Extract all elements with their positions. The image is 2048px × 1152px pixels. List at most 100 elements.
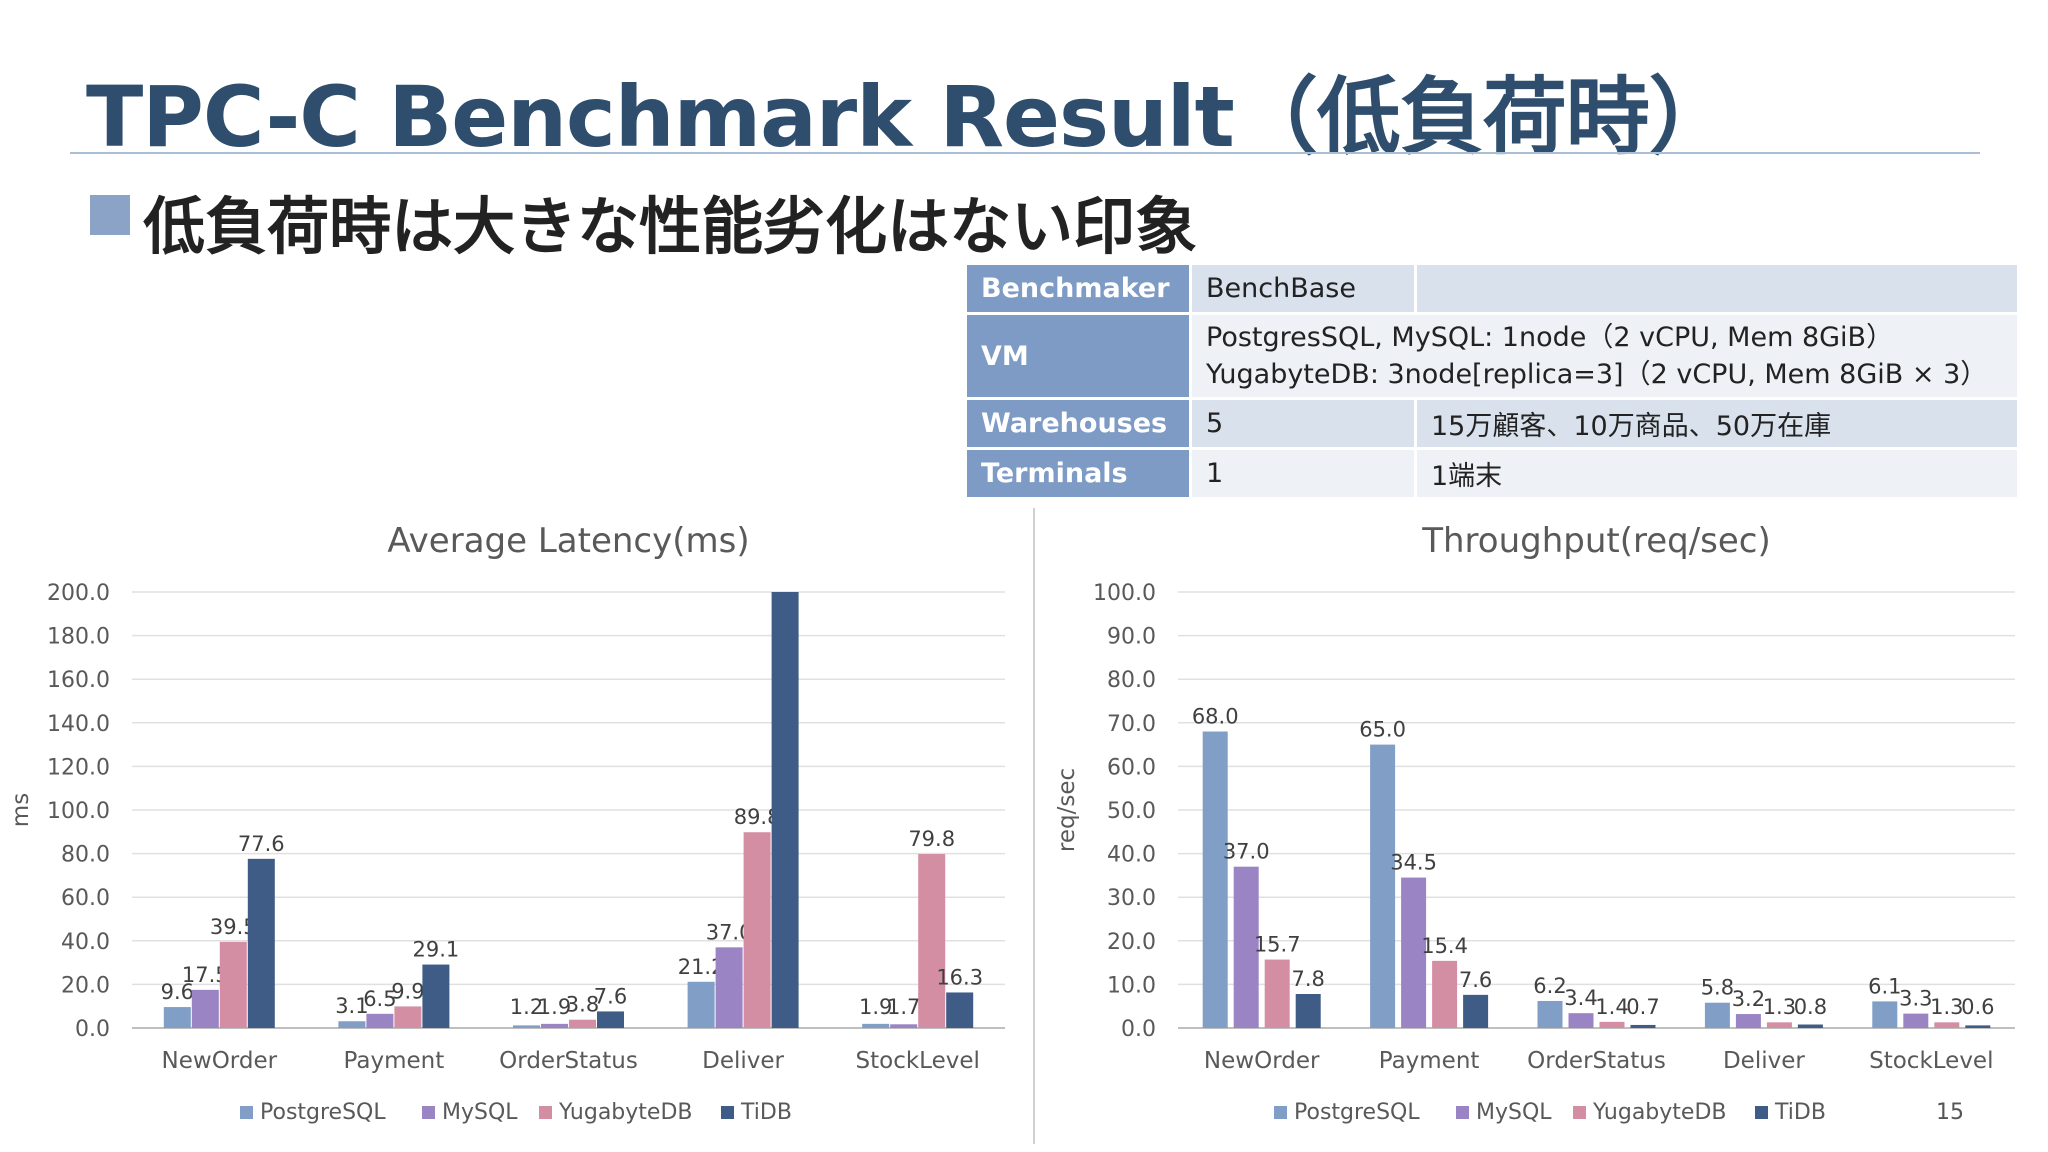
data-label: 1.2 <box>510 995 543 1019</box>
data-label: 1.3 <box>1763 995 1796 1019</box>
legend-label: MySQL <box>442 1100 518 1125</box>
x-tick-label: StockLevel <box>1869 1048 1993 1074</box>
bar <box>1463 994 1489 1028</box>
y-tick-label: 40.0 <box>61 930 110 955</box>
legend-label: TiDB <box>740 1100 792 1125</box>
data-label: 7.6 <box>1459 968 1492 992</box>
bar <box>191 989 219 1028</box>
legend-swatch <box>422 1106 435 1119</box>
y-tick-label: 0.0 <box>1121 1017 1156 1042</box>
bar <box>687 981 715 1028</box>
y-tick-label: 30.0 <box>1107 886 1156 911</box>
legend-swatch <box>1755 1106 1768 1119</box>
data-label: 3.4 <box>1564 986 1597 1010</box>
y-tick-label: 180.0 <box>47 625 110 650</box>
slide-subtitle: 低負荷時は大きな性能劣化はない印象 <box>143 190 1198 263</box>
data-label: 15.7 <box>1254 933 1301 957</box>
y-tick-label: 90.0 <box>1107 625 1156 650</box>
spec-extra <box>1417 265 2017 312</box>
legend-label: PostgreSQL <box>260 1100 386 1125</box>
data-label: 3.2 <box>1732 987 1765 1011</box>
bar <box>946 992 974 1028</box>
spec-value: 5 <box>1192 400 1414 447</box>
bar <box>1432 960 1458 1028</box>
bar <box>771 592 799 1028</box>
x-tick-label: Payment <box>344 1048 445 1074</box>
bar <box>338 1021 366 1028</box>
latency-chart: Average Latency(ms) ms 0.0 20.0 40.0 60.0 80.0… <box>8 521 1005 1125</box>
data-label: 79.8 <box>908 827 955 851</box>
bar <box>715 947 743 1028</box>
legend-label: YugabyteDB <box>1592 1100 1726 1125</box>
x-tick-label: OrderStatus <box>499 1048 638 1074</box>
spec-label: Warehouses <box>967 400 1189 447</box>
chart-title: Average Latency(ms) <box>387 521 749 561</box>
spec-table: Benchmaker BenchBase VM PostgresSQL, MyS… <box>964 262 2020 500</box>
data-label: 15.4 <box>1421 934 1468 958</box>
x-tick-label: Payment <box>1379 1048 1480 1074</box>
data-label: 1.9 <box>538 995 571 1019</box>
data-label: 68.0 <box>1192 705 1239 729</box>
y-tick-label: 60.0 <box>61 886 110 911</box>
bar <box>1735 1014 1761 1028</box>
bar <box>1370 744 1396 1028</box>
bar <box>1965 1025 1991 1028</box>
bar <box>862 1023 890 1028</box>
throughput-chart: Throughput(req/sec) req/sec 0.0 10.0 20.0 30.… <box>1054 521 2015 1125</box>
data-label: 65.0 <box>1359 718 1406 742</box>
spec-row-terminals: Terminals 1 1端末 <box>967 450 2017 497</box>
bar <box>1568 1013 1594 1028</box>
bar <box>394 1006 422 1028</box>
y-axis-label: req/sec <box>1054 768 1080 852</box>
chart-title: Throughput(req/sec) <box>1421 521 1771 561</box>
spec-label: Benchmaker <box>967 265 1189 312</box>
x-tick-label: StockLevel <box>856 1048 980 1074</box>
bar <box>1599 1021 1625 1028</box>
data-label: 9.9 <box>391 979 424 1003</box>
data-label: 1.9 <box>859 995 892 1019</box>
title-rule <box>70 152 1980 154</box>
y-tick-label: 40.0 <box>1107 843 1156 868</box>
bar <box>1537 1000 1563 1028</box>
spec-label: VM <box>967 315 1189 397</box>
spec-extra: 15万顧客、10万商品、50万在庫 <box>1417 400 2017 447</box>
page-number: 15 <box>1936 1100 1964 1125</box>
x-tick-label: NewOrder <box>162 1048 278 1074</box>
spec-value: BenchBase <box>1192 265 1414 312</box>
data-label: 16.3 <box>936 965 983 989</box>
subtitle-row: 低負荷時は大きな性能劣化はない印象 <box>90 176 1197 266</box>
y-tick-label: 160.0 <box>47 668 110 693</box>
y-tick-label: 80.0 <box>61 843 110 868</box>
y-tick-label: 0.0 <box>75 1017 110 1042</box>
y-tick-label: 50.0 <box>1107 799 1156 824</box>
bar <box>1295 993 1321 1028</box>
bar <box>1202 731 1228 1028</box>
spec-row-warehouses: Warehouses 5 15万顧客、10万商品、50万在庫 <box>967 400 2017 447</box>
bar <box>890 1024 918 1028</box>
y-tick-label: 200.0 <box>47 581 110 606</box>
bar <box>1630 1024 1656 1028</box>
legend-label: MySQL <box>1476 1100 1552 1125</box>
spec-row-vm: VM PostgresSQL, MySQL: 1node（2 vCPU, Mem… <box>967 315 2017 397</box>
bar <box>541 1023 568 1028</box>
y-tick-label: 60.0 <box>1107 755 1156 780</box>
data-label: 29.1 <box>413 938 460 962</box>
spec-value: 1 <box>1192 450 1414 497</box>
y-tick-label: 80.0 <box>1107 668 1156 693</box>
spec-value-line-1: PostgresSQL, MySQL: 1node（2 vCPU, Mem 8G… <box>1206 322 1894 353</box>
spec-value: PostgresSQL, MySQL: 1node（2 vCPU, Mem 8G… <box>1192 315 2017 397</box>
bar <box>743 832 771 1028</box>
bar <box>918 854 946 1028</box>
bar <box>1766 1022 1792 1028</box>
bar <box>422 964 450 1028</box>
legend-label: YugabyteDB <box>558 1100 692 1125</box>
data-label: 6.5 <box>363 987 396 1011</box>
bar <box>1264 959 1290 1028</box>
x-tick-label: Deliver <box>1723 1048 1805 1074</box>
bar <box>247 858 275 1028</box>
chart-divider <box>1033 508 1035 1144</box>
y-tick-label: 10.0 <box>1107 973 1156 998</box>
bar <box>513 1025 540 1028</box>
legend-swatch <box>1573 1106 1586 1119</box>
y-tick-label: 70.0 <box>1107 712 1156 737</box>
